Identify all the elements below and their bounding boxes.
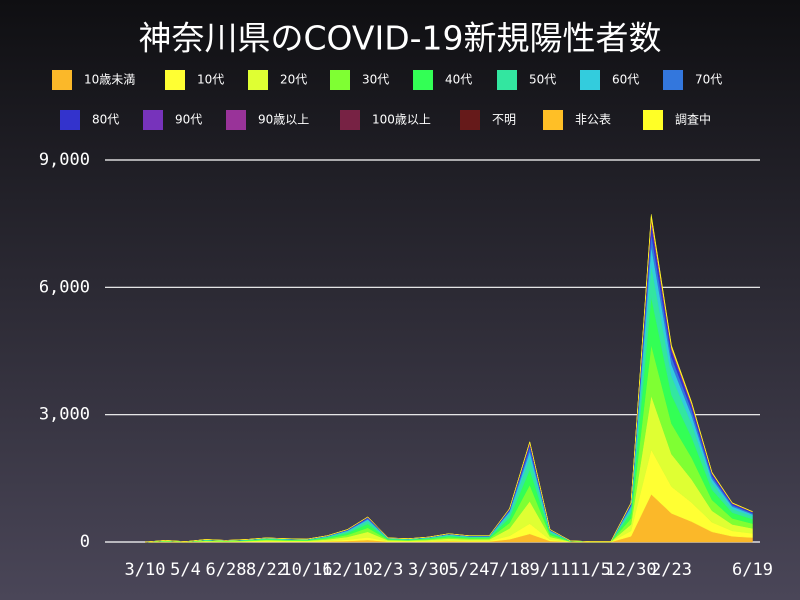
legend-label: 調査中: [675, 112, 711, 127]
legend-label: 40代: [445, 73, 472, 87]
legend-swatch: [663, 70, 683, 90]
area: [144, 214, 753, 543]
x-tick-label: 3/30: [408, 560, 449, 580]
x-tick-label: 3/10: [125, 560, 166, 580]
legend-label: 20代: [280, 73, 307, 87]
legend-swatch: [226, 110, 246, 130]
x-tick-label: 10/16: [281, 560, 332, 580]
legend-label: 100歳以上: [372, 113, 431, 127]
legend-swatch: [543, 110, 563, 130]
legend-swatch: [643, 110, 663, 130]
x-tick-label: 11/5: [570, 560, 611, 580]
legend-swatch: [340, 110, 360, 130]
x-tick-label: 7/18: [489, 560, 530, 580]
legend-label: 10代: [197, 73, 224, 87]
x-tick-label: 6/28: [206, 560, 247, 580]
legend-swatch: [580, 70, 600, 90]
legend-swatch: [165, 70, 185, 90]
y-tick-label: 3,000: [39, 405, 90, 425]
y-tick-label: 6,000: [39, 277, 90, 297]
y-tick-label: 0: [80, 532, 90, 552]
legend-label: 10歳未満: [84, 73, 135, 87]
chart-title: 神奈川県のCOVID-19新規陽性者数: [138, 19, 661, 58]
x-tick-label: 5/4: [170, 560, 201, 580]
legend-swatch: [60, 110, 80, 130]
legend-label: 80代: [92, 113, 119, 127]
x-tick-label: 12/30: [605, 560, 656, 580]
x-tick-label: 12/10: [322, 560, 373, 580]
legend-label: 不明: [492, 113, 516, 127]
legend-label: 60代: [612, 73, 639, 87]
legend-swatch: [460, 110, 480, 130]
legend-swatch: [143, 110, 163, 130]
legend-label: 30代: [362, 73, 389, 87]
x-tick-label: 2/23: [651, 560, 692, 580]
y-tick-label: 9,000: [39, 150, 90, 170]
x-tick-label: 5/24: [449, 560, 490, 580]
legend-swatch: [413, 70, 433, 90]
legend-swatch: [52, 70, 72, 90]
x-tick-label: 9/11: [530, 560, 571, 580]
legend-label: 非公表: [575, 113, 611, 127]
x-tick-label: 6/19: [732, 560, 773, 580]
x-tick-label: 8/22: [246, 560, 287, 580]
legend-label: 90代: [175, 113, 202, 127]
legend-swatch: [330, 70, 350, 90]
legend-label: 50代: [529, 73, 556, 87]
legend-swatch: [248, 70, 268, 90]
legend-label: 70代: [695, 73, 722, 87]
x-tick-label: 2/3: [373, 560, 404, 580]
legend-label: 90歳以上: [258, 113, 309, 127]
legend-swatch: [497, 70, 517, 90]
